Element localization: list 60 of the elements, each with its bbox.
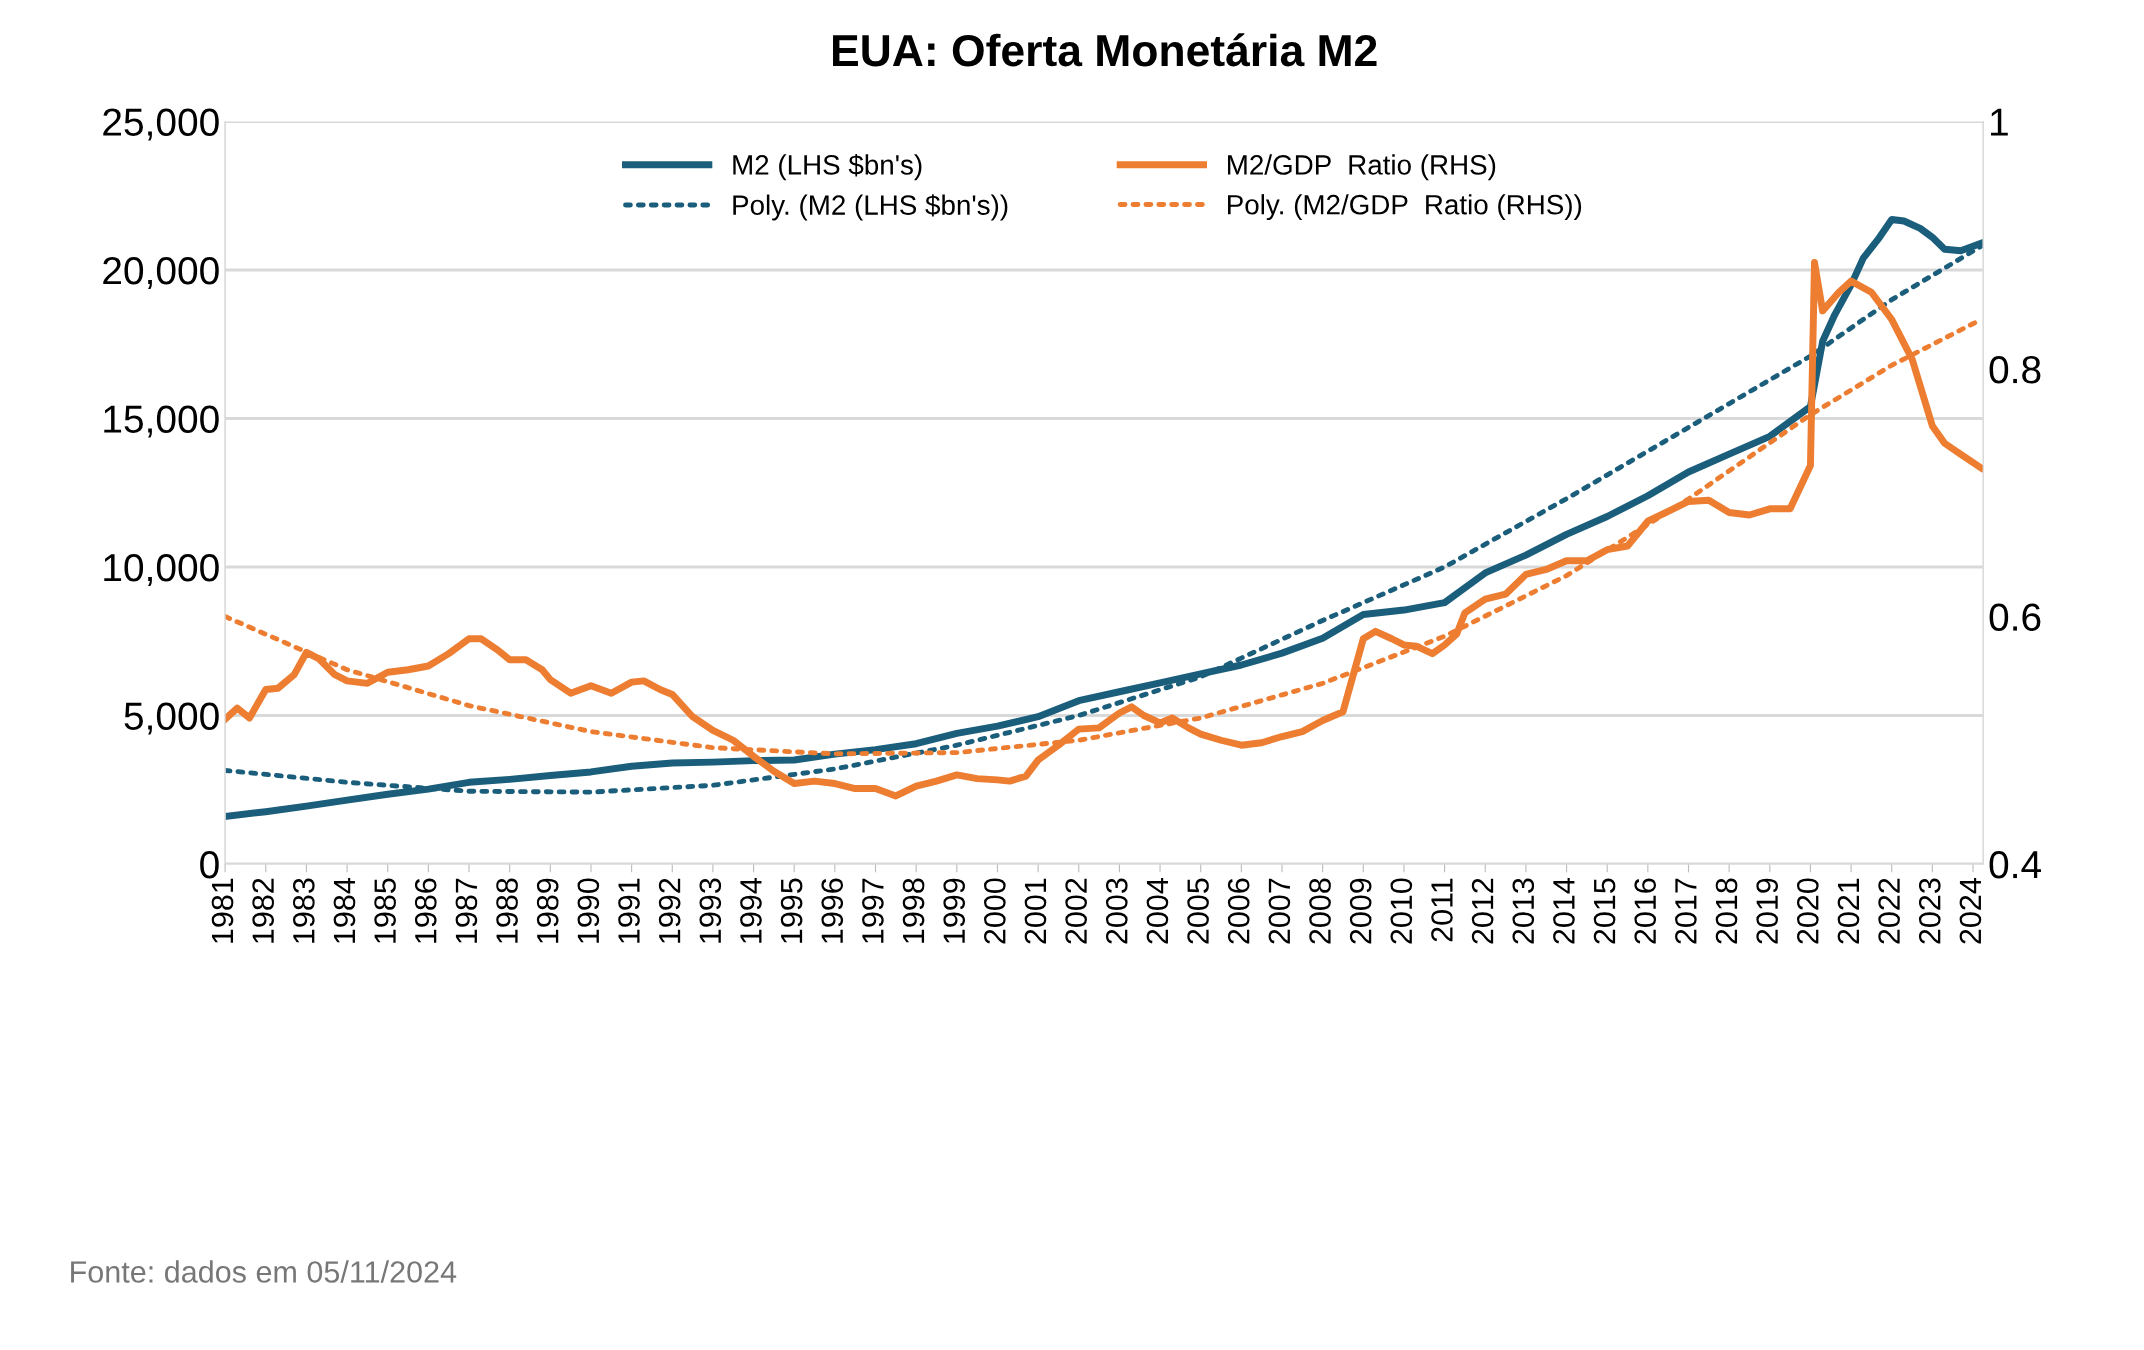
x-tick-label: 2011 (1431, 878, 1453, 942)
y2-tick-label: 0.6 (1989, 603, 2041, 631)
x-tick-label: 2023 (1918, 878, 1941, 944)
legend-label: Poly. (M2/GDP Ratio (RHS)) (1228, 194, 1582, 221)
x-tick-label: 2000 (984, 878, 1006, 944)
x-tick-label: 1991 (618, 878, 640, 943)
x-tick-label: 2002 (1065, 878, 1087, 944)
y-tick-label: 0 (200, 850, 219, 879)
x-tick-label: 2005 (1187, 878, 1209, 944)
x-tick-label: 2016 (1634, 878, 1657, 944)
x-tick-label: 1994 (740, 878, 762, 943)
x-tick-label: 1990 (577, 878, 600, 943)
x-tick-label: 2019 (1756, 878, 1778, 944)
source-note: Fonte: dados em 05/11/2024 (71, 1260, 457, 1283)
legend-label: Poly. (M2 (LHS $bn's)) (733, 194, 1008, 221)
x-tick-label: 1999 (943, 878, 966, 943)
x-tick-label: 1981 (211, 878, 234, 943)
x-tick-label: 1988 (496, 878, 518, 943)
x-tick-label: 1984 (333, 878, 356, 943)
x-tick-label: 2012 (1471, 878, 1494, 944)
x-tick-label: 1992 (658, 878, 681, 943)
x-tick-label: 2001 (1024, 878, 1047, 944)
x-tick-label: 1993 (699, 878, 722, 943)
x-tick-label: 2018 (1715, 878, 1738, 944)
x-tick-label: 2010 (1390, 878, 1413, 944)
y-tick-label: 5,000 (124, 702, 219, 735)
x-tick-label: 2020 (1797, 878, 1819, 944)
x-tick-label: 1995 (780, 878, 803, 943)
y-tick-label: 25,000 (103, 108, 219, 141)
y2-tick-label: 0.4 (1989, 850, 2041, 879)
x-tick-label: 2015 (1593, 878, 1616, 944)
x-tick-label: 2017 (1675, 878, 1697, 944)
x-tick-label: 1997 (862, 878, 884, 943)
x-tick-label: 2009 (1349, 878, 1372, 944)
x-tick-label: 2014 (1553, 878, 1575, 944)
y-tick-label: 10,000 (104, 553, 219, 587)
x-tick-label: 2024 (1959, 878, 1982, 944)
legend-label: M2 (LHS $bn's) (733, 153, 922, 181)
x-tick-label: 1985 (374, 878, 396, 943)
x-tick-label: 2004 (1146, 878, 1169, 944)
x-tick-label: 1987 (455, 878, 478, 943)
y-tick-label: 20,000 (103, 256, 219, 290)
x-tick-label: 2013 (1512, 878, 1535, 944)
x-tick-label: 1982 (252, 878, 274, 943)
y2-tick-label: 1 (1991, 108, 2008, 136)
x-tick-label: 2003 (1105, 878, 1128, 944)
x-tick-label: 1983 (292, 878, 315, 943)
y-tick-label: 15,000 (104, 405, 219, 438)
x-tick-label: 2006 (1227, 878, 1250, 944)
y2-tick-label: 0.8 (1989, 355, 2041, 384)
x-tick-label: 1996 (821, 878, 844, 943)
x-tick-label: 2021 (1837, 878, 1860, 944)
x-tick-label: 1986 (414, 878, 437, 943)
x-tick-label: 1998 (902, 878, 925, 943)
x-tick-label: 1989 (536, 878, 559, 943)
x-tick-label: 2008 (1309, 878, 1331, 944)
chart-title: EUA: Oferta Monetária M2 (833, 33, 1377, 67)
x-tick-label: 2022 (1878, 878, 1900, 944)
x-tick-label: 2007 (1268, 878, 1291, 944)
legend-label: M2/GDP Ratio (RHS) (1228, 154, 1496, 181)
